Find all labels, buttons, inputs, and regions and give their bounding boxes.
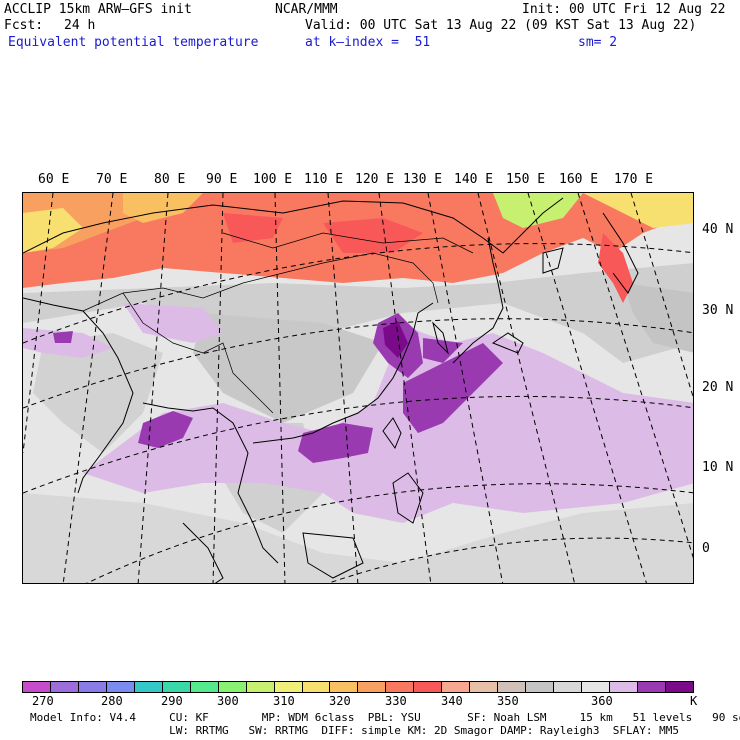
forecast-hour: 24 h (64, 18, 96, 33)
coastlines (23, 197, 639, 583)
colorbar (22, 681, 694, 693)
smoothing: sm= 2 (578, 35, 618, 50)
model-title: ACCLIP 15km ARW–GFS init (4, 2, 192, 17)
colorbar-swatch (106, 682, 135, 692)
light-purple-region (83, 323, 693, 523)
colorbar-tick: 320 (329, 694, 351, 708)
colorbar-swatch (470, 682, 499, 692)
colorbar-swatch (526, 682, 555, 692)
lon-label: 140 E (454, 172, 494, 187)
colorbar-swatch (274, 682, 303, 692)
colorbar-tick: 330 (385, 694, 407, 708)
lon-label: 100 E (253, 172, 293, 187)
colorbar-swatch (330, 682, 359, 692)
colorbar-swatch (162, 682, 191, 692)
model-info-line1: Model Info: V4.4 CU: KF MP: WDM 6class P… (30, 711, 740, 724)
colorbar-swatch (302, 682, 331, 692)
purple-core-west (53, 331, 73, 343)
colorbar-swatch (610, 682, 638, 692)
colorbar-swatch (665, 682, 693, 692)
tibet-gray (193, 313, 383, 423)
lon-label: 80 E (154, 172, 186, 187)
colorbar-swatch (50, 682, 79, 692)
lon-label: 160 E (559, 172, 599, 187)
lon-label: 110 E (304, 172, 344, 187)
valid-time: Valid: 00 UTC Sat 13 Aug 22 (09 KST Sat … (305, 18, 697, 33)
init-time: Init: 00 UTC Fri 12 Aug 22 (522, 2, 726, 17)
colorbar-swatch (414, 682, 443, 692)
colorbar-swatch (358, 682, 387, 692)
colorbar-tick: 270 (32, 694, 54, 708)
colorbar-tick: 300 (217, 694, 239, 708)
lon-label: 60 E (38, 172, 70, 187)
colorbar-swatch (134, 682, 163, 692)
india-gray (33, 333, 163, 453)
lat-label: 10 N (702, 460, 734, 475)
colorbar-tick: 280 (101, 694, 123, 708)
colorbar-swatch (23, 682, 51, 692)
lon-label: 150 E (506, 172, 546, 187)
graticule (23, 193, 693, 583)
colorbar-tick: 310 (273, 694, 295, 708)
lat-label: 20 N (702, 380, 734, 395)
organization: NCAR/MMM (275, 2, 338, 17)
colorbar-swatch (386, 682, 415, 692)
colorbar-tick: 360 (591, 694, 613, 708)
colorbar-swatch (582, 682, 611, 692)
lat-label: 30 N (702, 303, 734, 318)
model-info-line2: LW: RRTMG SW: RRTMG DIFF: simple KM: 2D … (30, 724, 680, 737)
theta-e-map (22, 192, 694, 584)
pacific-gray (623, 283, 693, 353)
purple-core-deep (383, 321, 408, 358)
green-patch (493, 193, 583, 228)
colorbar-swatch (78, 682, 107, 692)
purple-core-ocean (403, 343, 503, 433)
yellow-patch-west (23, 208, 83, 253)
lat-label: 40 N (702, 222, 734, 237)
level-index: at k–index = 51 (305, 35, 431, 50)
colorbar-swatch (190, 682, 219, 692)
purple-core-korea (423, 338, 463, 363)
colorbar-tick: 340 (441, 694, 463, 708)
forecast-label: Fcst: (4, 18, 44, 33)
yellow-patch-east (583, 193, 693, 228)
colorbar-swatch (554, 682, 583, 692)
colorbar-swatch (246, 682, 275, 692)
red-patch-2 (223, 213, 283, 243)
lon-label: 170 E (614, 172, 654, 187)
gray-band-north (23, 263, 693, 363)
colorbar-unit: K (690, 694, 698, 708)
purple-himalaya (123, 303, 223, 343)
colorbar-swatch (218, 682, 247, 692)
red-patch (323, 218, 423, 253)
colorbar-swatch (637, 682, 666, 692)
purple-core-scs (298, 423, 373, 463)
colorbar-swatch (442, 682, 471, 692)
purple-core-bay (138, 411, 193, 448)
lon-label: 130 E (403, 172, 443, 187)
colorbar-tick: 350 (497, 694, 519, 708)
colorbar-swatch (498, 682, 527, 692)
lon-label: 120 E (355, 172, 395, 187)
colorbar-tick: 290 (161, 694, 183, 708)
field-name: Equivalent potential temperature (8, 35, 259, 50)
gray-band-south (23, 493, 693, 583)
lon-label: 70 E (96, 172, 128, 187)
red-tongue (598, 233, 633, 303)
borders (82, 232, 474, 414)
lat-label: 0 (702, 541, 710, 556)
lon-label: 90 E (206, 172, 238, 187)
